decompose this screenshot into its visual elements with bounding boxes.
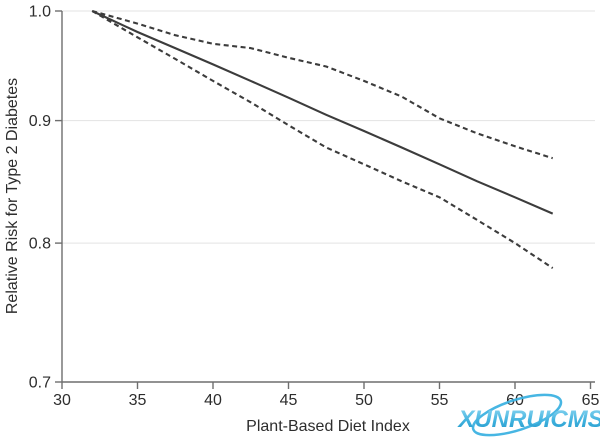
y-tick-label: 1.0 [29, 4, 51, 21]
x-tick-label: 55 [431, 392, 449, 409]
x-tick-label: 35 [129, 392, 147, 409]
series-path-3-dashed [91, 10, 554, 269]
x-tick-label: 65 [582, 392, 600, 409]
watermark-orbit-icon [471, 393, 563, 437]
series-path-2-solid [91, 10, 554, 215]
gridlines [62, 10, 595, 244]
x-tick-label: 50 [355, 392, 373, 409]
axes: 1.00.90.80.730 35 40 45 50 55 60 65 [29, 4, 600, 410]
x-tick-label: 40 [204, 392, 222, 409]
x-tick-label: 45 [280, 392, 298, 409]
x-axis-title: Plant-Based Diet Index [246, 418, 410, 435]
series-path-1-dashed [91, 9, 554, 160]
y-axis-title: Relative Risk for Type 2 Diabetes [4, 78, 21, 314]
x-tick-label: 30 [53, 392, 71, 409]
y-tick-label: 0.8 [29, 236, 51, 253]
y-tick-label: 0.7 [29, 375, 51, 392]
watermark: XUNRUICMS [456, 393, 600, 437]
y-tick-label: 0.9 [29, 113, 51, 130]
series-lines [91, 9, 554, 269]
watermark-text: XUNRUICMS [456, 406, 600, 433]
